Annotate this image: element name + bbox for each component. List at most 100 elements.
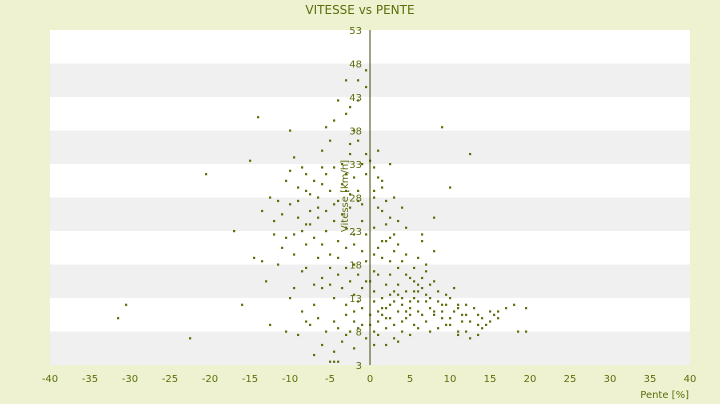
data-point [361, 323, 364, 326]
data-point [297, 216, 300, 219]
data-point [317, 317, 320, 320]
data-point [277, 199, 280, 203]
data-point [461, 313, 464, 316]
x-tick-label: 35 [644, 374, 657, 385]
data-point [341, 286, 344, 290]
data-point [377, 320, 380, 323]
data-point [333, 166, 336, 169]
data-point [333, 297, 336, 300]
data-point [353, 263, 356, 266]
data-point [413, 266, 416, 270]
data-point [417, 327, 420, 330]
data-point [393, 323, 396, 326]
data-point [373, 270, 376, 273]
data-point [301, 166, 304, 169]
data-point [281, 246, 284, 249]
data-point [417, 300, 420, 303]
data-point [401, 330, 404, 333]
x-tick-label: -35 [82, 374, 98, 385]
data-point [377, 176, 380, 179]
y-tick-label: 18 [349, 261, 362, 272]
data-point [465, 330, 468, 333]
data-point [345, 79, 348, 82]
data-point [385, 223, 388, 226]
data-point [445, 323, 448, 326]
data-point [345, 303, 348, 306]
data-point [349, 106, 352, 109]
data-point [293, 253, 296, 256]
data-point [385, 307, 388, 310]
data-point [413, 290, 416, 293]
data-point [377, 149, 380, 152]
data-point [361, 219, 364, 223]
data-point [317, 206, 320, 209]
data-point [433, 216, 436, 219]
data-point [345, 266, 348, 270]
data-point [329, 360, 332, 363]
data-point [409, 333, 412, 337]
data-point [381, 186, 384, 189]
data-point [405, 273, 408, 276]
data-point [365, 85, 368, 89]
data-point [277, 263, 280, 266]
data-point [285, 236, 288, 239]
data-point [373, 343, 376, 347]
x-tick-label: -25 [162, 374, 178, 385]
data-point [457, 330, 460, 333]
data-point [417, 310, 420, 313]
data-point [397, 266, 400, 270]
data-point [373, 330, 376, 333]
data-point [389, 303, 392, 306]
data-point [381, 179, 384, 182]
data-point [381, 307, 384, 310]
data-point [357, 300, 360, 303]
data-point [357, 99, 360, 102]
data-point [341, 163, 344, 166]
data-point [381, 209, 384, 213]
data-point [329, 283, 332, 286]
data-point [349, 142, 352, 146]
data-point [405, 317, 408, 320]
data-point [341, 340, 344, 343]
data-point [325, 126, 328, 129]
data-point [329, 189, 332, 192]
data-point [505, 307, 508, 310]
data-point [377, 273, 380, 276]
data-point [469, 320, 472, 323]
data-point [457, 303, 460, 306]
data-point [457, 333, 460, 337]
data-point [353, 347, 356, 350]
data-point [433, 280, 436, 283]
data-point [425, 300, 428, 303]
data-point [513, 303, 516, 306]
data-point [445, 303, 448, 306]
data-point [373, 300, 376, 303]
data-point [429, 283, 432, 286]
data-point [337, 273, 340, 276]
data-point [337, 240, 340, 243]
data-point [289, 169, 292, 172]
data-point [365, 173, 368, 176]
data-point [397, 243, 400, 246]
data-point [465, 313, 468, 316]
data-point [393, 196, 396, 199]
data-point [429, 330, 432, 333]
data-point [393, 290, 396, 293]
data-point [305, 266, 308, 270]
data-point [389, 317, 392, 320]
data-point [453, 286, 456, 290]
data-point [269, 323, 272, 326]
data-point [437, 300, 440, 303]
data-point [345, 313, 348, 316]
data-point [273, 233, 276, 236]
data-point [285, 330, 288, 333]
data-point [249, 159, 252, 162]
data-point [265, 280, 268, 283]
data-point [289, 297, 292, 300]
data-point [305, 173, 308, 176]
data-point [353, 310, 356, 313]
data-point [361, 163, 364, 166]
data-point [405, 226, 408, 229]
